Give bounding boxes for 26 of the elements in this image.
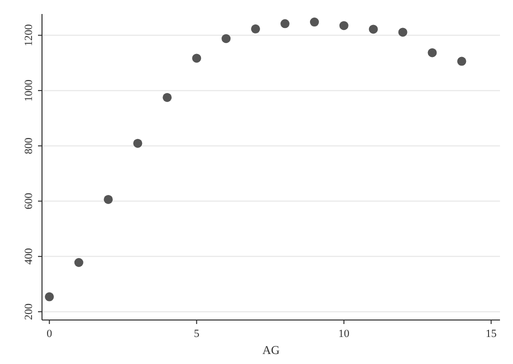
x-axis-title: AG bbox=[262, 343, 280, 357]
y-tick-label: 200 bbox=[23, 302, 35, 320]
point bbox=[104, 194, 113, 204]
point bbox=[428, 48, 437, 58]
y-tick-label: 1000 bbox=[23, 79, 35, 102]
point bbox=[192, 54, 202, 63]
point bbox=[251, 24, 260, 34]
x-tick-label: 15 bbox=[486, 328, 498, 340]
point bbox=[133, 138, 142, 148]
y-tick-label: 400 bbox=[23, 248, 35, 265]
point bbox=[398, 28, 408, 37]
point bbox=[74, 258, 84, 268]
point bbox=[310, 18, 319, 27]
y-tick-label: 1200 bbox=[23, 24, 35, 46]
point bbox=[222, 34, 231, 44]
y-tick-label: 800 bbox=[23, 137, 35, 154]
x-tick-label: 0 bbox=[46, 328, 53, 340]
x-tick-label: 10 bbox=[338, 328, 350, 340]
point bbox=[339, 21, 348, 30]
point bbox=[162, 92, 172, 102]
point bbox=[368, 24, 378, 34]
x-tick-label: 5 bbox=[194, 328, 200, 340]
point bbox=[280, 19, 290, 28]
point bbox=[44, 292, 54, 302]
point bbox=[457, 56, 466, 66]
y-tick-label: 600 bbox=[23, 192, 35, 210]
